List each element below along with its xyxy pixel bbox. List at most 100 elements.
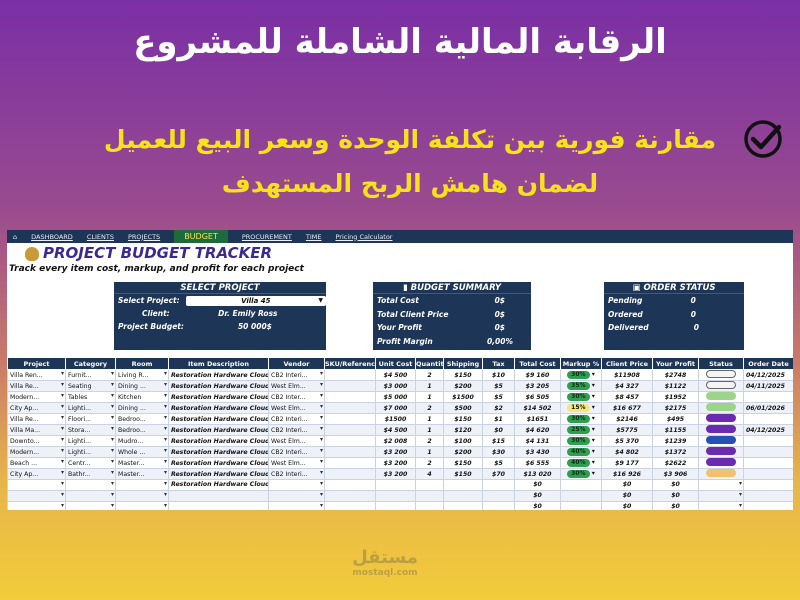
table-cell[interactable] [7,500,66,510]
table-cell[interactable] [560,500,602,510]
table-cell[interactable] [324,468,376,480]
table-cell[interactable] [324,446,376,458]
table-cell[interactable] [698,489,744,502]
table-cell[interactable]: 25% ▾ [560,424,602,436]
table-cell[interactable]: Modern... [7,446,66,458]
table-cell[interactable]: Lighti... [65,435,116,447]
table-cell[interactable]: Master... [115,468,169,480]
column-header[interactable]: Total Cost [514,357,561,370]
table-cell[interactable] [324,380,376,392]
status-badge[interactable] [706,436,736,444]
table-cell[interactable]: West Elm... [268,402,325,414]
table-cell[interactable]: Seating [65,380,116,392]
table-cell[interactable] [324,457,376,469]
nav-projects[interactable]: PROJECTS [127,232,161,241]
table-cell[interactable]: Dining ... [115,402,169,414]
table-cell[interactable]: 30% ▾ [560,468,602,480]
status-badge[interactable] [706,414,736,422]
table-cell[interactable] [324,424,376,436]
table-cell[interactable]: 30% ▾ [560,435,602,447]
column-header[interactable]: Category [65,357,116,370]
table-cell[interactable]: Villa Re... [7,413,66,425]
table-cell[interactable]: Lighti... [65,446,116,458]
table-cell[interactable]: 40% ▾ [560,457,602,469]
table-cell[interactable] [698,468,744,480]
table-cell[interactable] [115,479,169,491]
column-header[interactable]: Status [698,357,744,370]
nav-budget[interactable]: BUDGET [174,230,228,243]
table-cell[interactable]: Tables [65,391,116,403]
status-badge[interactable] [706,425,736,433]
table-cell[interactable]: 35% ▾ [560,380,602,392]
table-cell[interactable] [698,457,744,469]
markup-badge[interactable]: 40% [567,448,590,456]
markup-badge[interactable]: 35% [567,382,590,390]
table-cell[interactable] [698,424,744,436]
status-badge[interactable] [706,381,736,389]
status-badge[interactable] [706,370,736,378]
markup-badge[interactable]: 30% [567,393,590,401]
table-cell[interactable]: Living R... [115,369,169,381]
markup-badge[interactable]: 30% [567,437,590,445]
table-cell[interactable]: City Ap... [7,402,66,414]
table-cell[interactable]: Mudro... [115,435,169,447]
table-cell[interactable] [65,489,116,502]
table-cell[interactable] [65,500,116,510]
table-cell[interactable]: Bedroo... [115,424,169,436]
column-header[interactable]: Quantity [415,357,444,370]
column-header[interactable]: Vendor [268,357,325,370]
table-cell[interactable]: Downto... [7,435,66,447]
table-cell[interactable]: 30% ▾ [560,369,602,381]
nav-pricing-calculator[interactable]: Pricing Calculator [335,232,393,241]
table-cell[interactable]: CB2 Interi... [268,446,325,458]
table-cell[interactable] [324,435,376,447]
status-badge[interactable] [706,469,736,477]
table-cell[interactable] [560,489,602,502]
table-cell[interactable]: Furnit... [65,369,116,381]
table-cell[interactable] [560,479,602,491]
table-cell[interactable] [7,479,66,491]
table-cell[interactable] [698,369,744,381]
table-cell[interactable]: Dining ... [115,380,169,392]
status-badge[interactable] [706,392,736,400]
table-cell[interactable] [698,380,744,392]
markup-badge[interactable]: 30% [567,371,590,379]
project-select[interactable]: Villa 45 ▼ [185,295,326,306]
table-cell[interactable]: CB2 Interi... [268,424,325,436]
table-cell[interactable]: Bedroo... [115,413,169,425]
table-cell[interactable] [324,500,376,510]
table-cell[interactable] [324,489,376,502]
table-cell[interactable]: Villa Re... [7,380,66,392]
table-cell[interactable]: Whole ... [115,446,169,458]
nav-time[interactable]: TIME [305,232,322,241]
table-cell[interactable] [7,489,66,502]
table-cell[interactable]: West Elm... [268,457,325,469]
table-cell[interactable] [698,479,744,491]
table-cell[interactable]: Master... [115,457,169,469]
status-badge[interactable] [706,458,736,466]
column-header[interactable]: Order Date [743,357,793,370]
table-cell[interactable]: Kitchen [115,391,169,403]
markup-badge[interactable]: 30% [567,415,590,423]
table-cell[interactable]: Lighti... [65,402,116,414]
nav-procurement[interactable]: PROCUREMENT [241,232,292,241]
table-cell[interactable] [698,500,744,510]
table-cell[interactable]: West Elm... [268,435,325,447]
markup-badge[interactable]: 30% [567,470,590,478]
table-cell[interactable] [324,402,376,414]
column-header[interactable]: Project [7,357,66,370]
table-cell[interactable] [324,369,376,381]
table-cell[interactable] [65,479,116,491]
table-cell[interactable] [268,500,325,510]
table-cell[interactable]: 15% ▾ [560,402,602,414]
markup-badge[interactable]: 15% [567,404,590,412]
table-cell[interactable] [115,489,169,502]
table-cell[interactable]: Modern... [7,391,66,403]
markup-badge[interactable]: 25% [567,426,590,434]
nav-clients[interactable]: CLIENTS [86,232,114,241]
nav-dashboard[interactable]: DASHBOARD [31,232,73,241]
table-cell[interactable] [268,479,325,491]
column-header[interactable]: Room [115,357,169,370]
column-header[interactable]: Your Profit [652,357,699,370]
table-cell[interactable] [115,500,169,510]
